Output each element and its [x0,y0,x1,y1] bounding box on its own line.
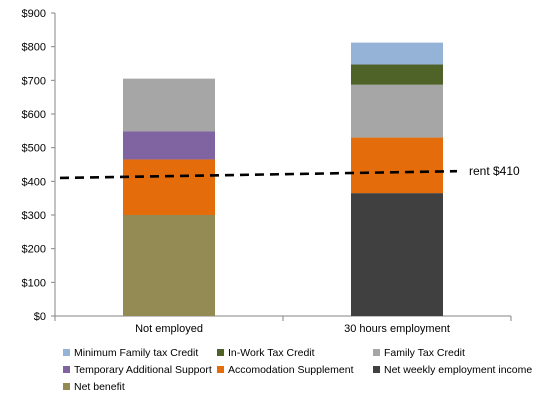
legend-label: Temporary Additional Support [74,364,212,376]
y-tick-label: $700 [22,75,46,87]
legend-swatch [63,383,70,390]
bar-segment [351,64,443,85]
rent-label: rent $410 [469,164,520,178]
bar-segment [123,215,215,316]
y-tick-label: $600 [22,109,46,121]
y-tick-label: $100 [22,277,46,289]
legend-item: Temporary Additional Support [63,364,212,376]
bar-segment [351,84,443,138]
y-tick-label: $300 [22,210,46,222]
rent-line [59,169,458,180]
bars [123,42,443,316]
x-category-labels: Not employed 30 hours employment [135,323,450,335]
bar-segment [123,78,215,132]
y-tick-label: $900 [22,8,46,20]
bar-segment [351,193,443,316]
legend-swatch [217,349,224,356]
legend-item: Minimum Family tax Credit [63,347,198,359]
legend-swatch [373,366,380,373]
legend-item: Net weekly employment income [373,364,532,376]
legend-swatch [63,349,70,356]
legend-swatch [373,349,380,356]
y-ticks: $0 $100 $200 $300 $400 $500 $600 $700 $800 $900 [22,8,512,323]
legend-label: Net benefit [74,381,125,393]
legend-item: In-Work Tax Credit [217,347,315,359]
y-tick-label: $400 [22,176,46,188]
y-tick-label: $200 [22,244,46,256]
bar-segment [351,42,443,65]
legend: Minimum Family tax Credit In-Work Tax Cre… [63,347,532,393]
legend-label: Net weekly employment income [384,364,532,376]
y-tick-label: $500 [22,143,46,155]
y-tick-label: $0 [34,311,46,323]
x-category-label: 30 hours employment [344,323,450,335]
legend-label: Family Tax Credit [384,347,465,359]
legend-swatch [217,366,224,373]
legend-label: Minimum Family tax Credit [74,347,198,359]
x-category-label: Not employed [135,323,203,335]
bar-segment [123,131,215,160]
legend-swatch [63,366,70,373]
bar-segment [351,137,443,194]
legend-item: Accomodation Supplement [217,364,354,376]
legend-label: In-Work Tax Credit [228,347,315,359]
legend-item: Net benefit [63,381,125,393]
legend-item: Family Tax Credit [373,347,465,359]
bar-segment [123,159,215,215]
legend-label: Accomodation Supplement [228,364,354,376]
y-tick-label: $800 [22,42,46,54]
rent-annotation: rent $410 [59,164,520,180]
